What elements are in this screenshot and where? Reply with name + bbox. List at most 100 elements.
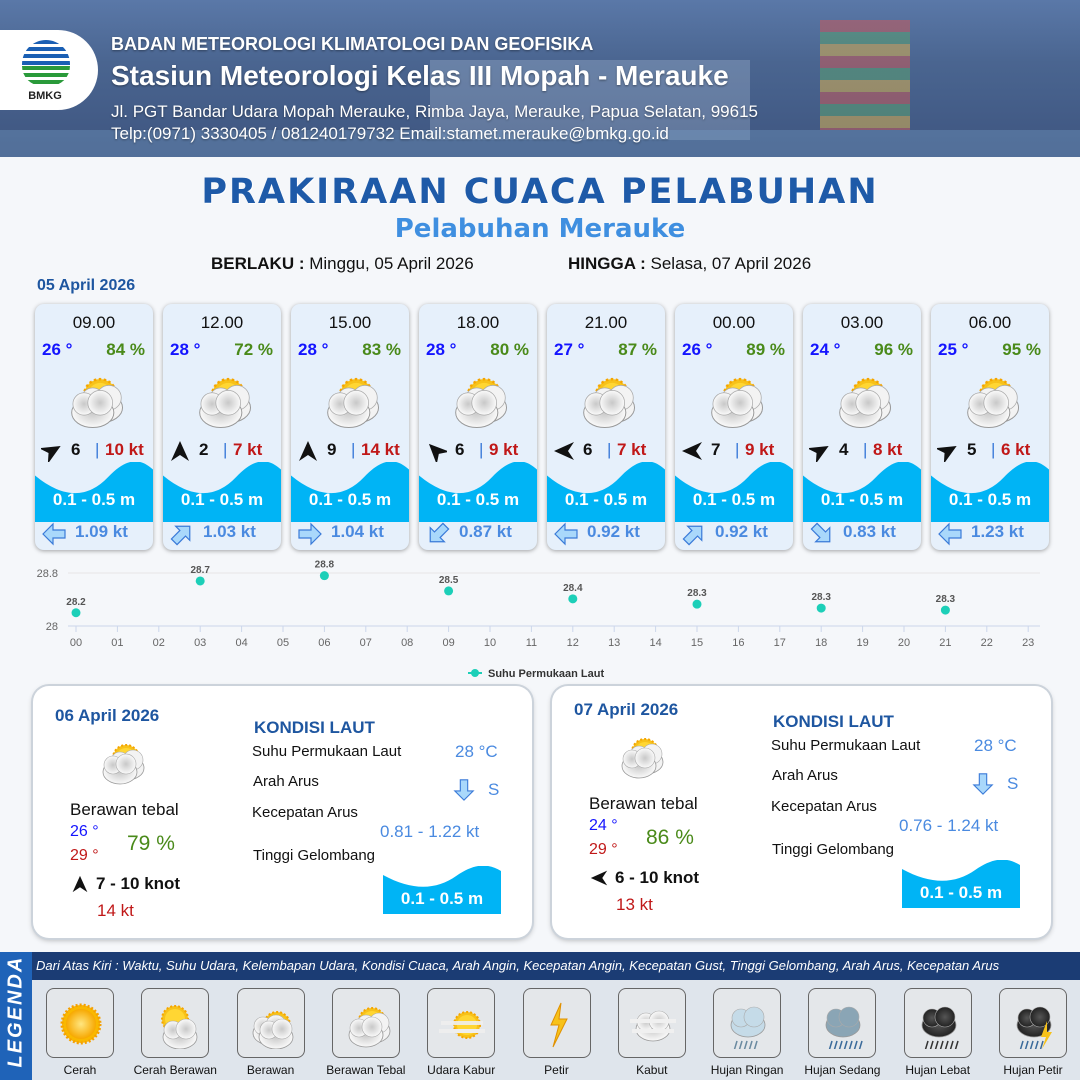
legend-item-hujan-petir	[999, 988, 1067, 1058]
forecast-card: 21.00 27 ° 87 % 6 | 7 kt 0.1 - 0.5 m 0.9…	[547, 304, 665, 550]
x-tick-label: 11	[526, 637, 537, 649]
current-direction-icon	[681, 521, 707, 547]
wave-height: 0.1 - 0.5 m	[948, 490, 1032, 509]
gust-speed: 9 kt	[489, 440, 519, 459]
wind-speed: 7	[711, 440, 721, 459]
legend-label: Udara Kabur	[427, 1063, 496, 1077]
wave-height: 0.1 - 0.5 m	[820, 490, 904, 509]
station-contact: Telp:(0971) 3330405 / 081240179732 Email…	[111, 124, 669, 143]
wave-icon	[163, 461, 281, 522]
legend-side-label: LEGENDA	[0, 952, 32, 1080]
x-tick-label: 01	[111, 637, 123, 649]
separator: |	[735, 440, 740, 459]
current-speed: 1.09 kt	[75, 522, 128, 541]
weather-cerah-icon	[56, 999, 106, 1049]
weather-udara-kabur-icon	[437, 999, 487, 1049]
daily-forecast-panel: 07 April 2026 Berawan tebal 24 ° 29 ° 86…	[552, 686, 1051, 938]
wind-speed: 6	[71, 440, 81, 459]
data-label: 28.4	[563, 583, 583, 594]
weather-hujan-sedang-icon	[818, 999, 868, 1052]
weather-berawan-tebal-icon	[59, 368, 129, 430]
x-tick-label: 22	[981, 637, 993, 649]
x-tick-label: 10	[484, 637, 496, 649]
wind-direction-icon	[425, 440, 450, 465]
wind-direction-icon	[297, 440, 319, 462]
sst-label: Suhu Permukaan Laut	[252, 743, 402, 760]
y-tick-label: 28.8	[37, 568, 58, 580]
current-speed: 0.83 kt	[843, 522, 896, 541]
forecast-time: 06.00	[968, 313, 1012, 332]
separator: |	[863, 440, 868, 459]
x-tick-label: 15	[691, 637, 703, 649]
data-label: 28.8	[315, 560, 335, 571]
data-label: 28.5	[439, 575, 459, 586]
station-name: Stasiun Meteorologi Kelas III Mopah - Me…	[111, 60, 729, 91]
x-tick-label: 12	[567, 637, 579, 649]
current-direction-value: S	[1007, 774, 1019, 793]
data-label: 28.3	[687, 588, 707, 599]
humidity: 83 %	[362, 340, 401, 359]
wave-icon	[291, 461, 409, 522]
current-speed: 0.92 kt	[715, 522, 768, 541]
gust-speed: 8 kt	[873, 440, 903, 459]
separator: |	[223, 440, 228, 459]
min-temperature: 24 °	[589, 817, 618, 834]
wind-direction-icon	[681, 440, 703, 462]
sea-condition-title: KONDISI LAUT	[773, 712, 894, 731]
current-direction-icon	[169, 521, 195, 547]
data-point	[816, 603, 826, 613]
data-label: 28.7	[190, 565, 210, 576]
legend-item-kabut	[617, 988, 686, 1058]
wind-speed: 6	[583, 440, 593, 459]
legend-label: Petir	[544, 1063, 569, 1077]
max-temperature: 29 °	[70, 847, 99, 864]
x-tick-label: 14	[649, 637, 661, 649]
wave-height: 0.1 - 0.5 m	[180, 490, 264, 509]
data-point	[195, 576, 205, 586]
current-direction-value: S	[488, 780, 500, 799]
x-tick-label: 17	[774, 637, 786, 649]
x-tick-label: 02	[153, 637, 165, 649]
x-tick-label: 00	[70, 637, 82, 649]
humidity: 95 %	[1002, 340, 1041, 359]
x-tick-label: 08	[401, 637, 413, 649]
station-address: Jl. PGT Bandar Udara Mopah Merauke, Rimb…	[111, 102, 758, 121]
weather-kabut-icon	[628, 999, 678, 1049]
forecast-time: 09.00	[72, 313, 116, 332]
current-direction-icon	[452, 777, 476, 803]
legend-marker	[471, 669, 479, 677]
sst-value: 28 °C	[974, 736, 1017, 755]
current-speed: 0.92 kt	[587, 522, 640, 541]
forecast-card: 18.00 28 ° 80 % 6 | 9 kt 0.1 - 0.5 m 0.8…	[419, 304, 537, 550]
wave-height: 0.1 - 0.5 m	[436, 490, 520, 509]
data-point	[71, 608, 81, 618]
wave-icon	[803, 461, 921, 522]
forecast-card: 09.00 26 ° 84 % 6 | 10 kt 0.1 - 0.5 m 1.…	[35, 304, 153, 550]
gust-speed: 10 kt	[105, 440, 144, 459]
humidity: 80 %	[490, 340, 529, 359]
wind-speed: 6	[455, 440, 465, 459]
gust-speed: 14 kt	[97, 901, 134, 920]
separator: |	[607, 440, 612, 459]
wave-icon	[931, 461, 1049, 522]
current-direction-icon	[41, 521, 67, 547]
current-speed: 1.03 kt	[203, 522, 256, 541]
forecast-time: 12.00	[200, 313, 244, 332]
current-speed-label: Kecepatan Arus	[252, 804, 358, 821]
bmkg-logo: BMKG	[0, 30, 98, 110]
gust-speed: 14 kt	[361, 440, 400, 459]
weather-description: Berawan tebal	[589, 794, 698, 813]
gust-speed: 7 kt	[233, 440, 263, 459]
legend-label: Suhu Permukaan Laut	[488, 668, 604, 680]
wind-direction-icon	[806, 440, 831, 464]
wind-direction-icon	[38, 440, 63, 464]
separator: |	[479, 440, 484, 459]
wave-height-label: Tinggi Gelombang	[772, 841, 895, 858]
current-direction-icon	[425, 521, 451, 547]
current-speed: 1.23 kt	[971, 522, 1024, 541]
legend-label: Hujan Sedang	[804, 1063, 881, 1077]
x-tick-label: 03	[194, 637, 206, 649]
forecast-card: 00.00 26 ° 89 % 7 | 9 kt 0.1 - 0.5 m 0.9…	[675, 304, 793, 550]
forecast-card: 12.00 28 ° 72 % 2 | 7 kt 0.1 - 0.5 m 1.0…	[163, 304, 281, 550]
weather-hujan-lebat-icon	[914, 999, 964, 1052]
